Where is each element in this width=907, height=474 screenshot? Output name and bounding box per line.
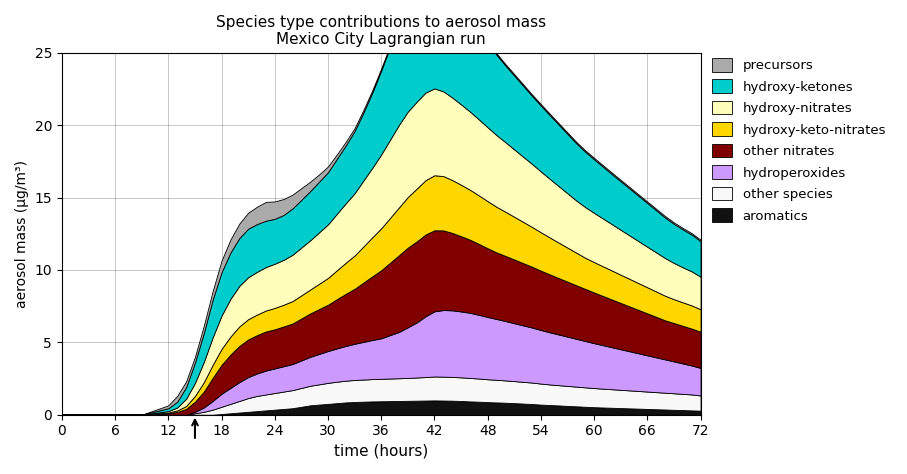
X-axis label: time (hours): time (hours) (334, 444, 428, 459)
Legend: precursors, hydroxy-ketones, hydroxy-nitrates, hydroxy-keto-nitrates, other nitr: precursors, hydroxy-ketones, hydroxy-nit… (707, 53, 892, 228)
Title: Species type contributions to aerosol mass
Mexico City Lagrangian run: Species type contributions to aerosol ma… (216, 15, 546, 47)
Y-axis label: aerosol mass (μg/m³): aerosol mass (μg/m³) (15, 160, 29, 308)
